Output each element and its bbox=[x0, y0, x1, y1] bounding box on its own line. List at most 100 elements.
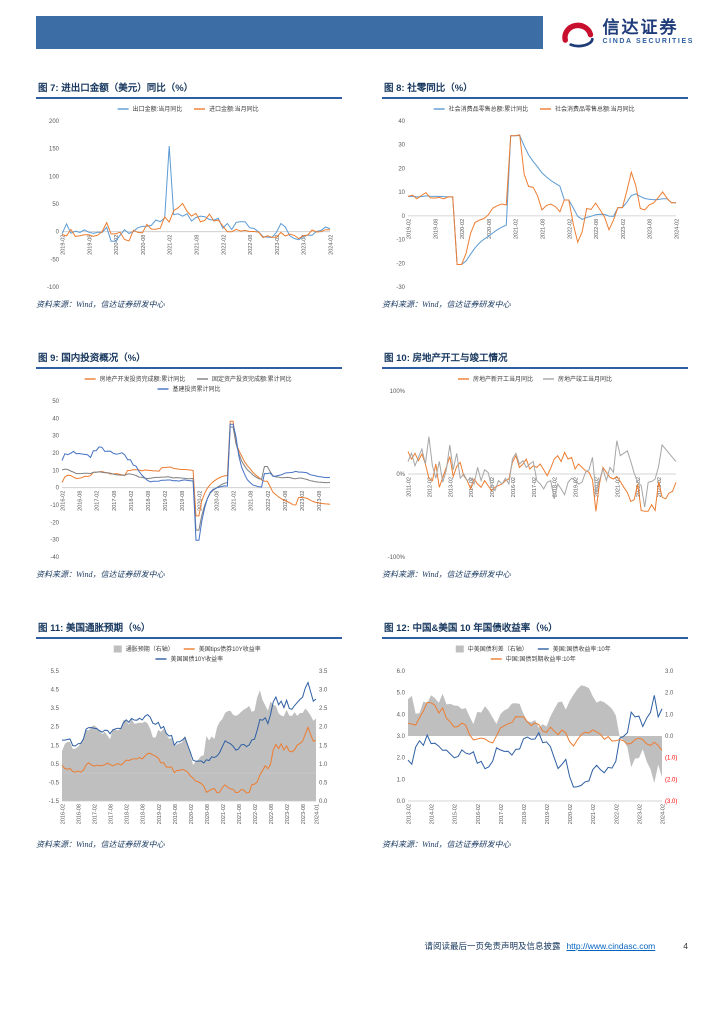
page-number: 4 bbox=[683, 941, 688, 951]
svg-text:通胀预期（右轴）: 通胀预期（右轴） bbox=[126, 645, 174, 653]
svg-text:2021-02: 2021-02 bbox=[615, 477, 621, 497]
svg-text:2023-02: 2023-02 bbox=[275, 235, 281, 255]
charts-grid: 图 7: 进出口金额（美元）同比（%） -100 -50 0 50 100 150 200 2… bbox=[0, 50, 724, 850]
svg-text:-20: -20 bbox=[50, 520, 59, 526]
svg-text:2012-02: 2012-02 bbox=[427, 477, 433, 497]
source-note: 资料来源：Wind，信达证券研发中心 bbox=[382, 840, 511, 849]
svg-text:2018-02: 2018-02 bbox=[522, 804, 528, 824]
svg-text:-30: -30 bbox=[396, 285, 405, 291]
svg-text:中国:国债到期收益率:10年: 中国:国债到期收益率:10年 bbox=[506, 655, 576, 663]
svg-text:2016-02: 2016-02 bbox=[476, 804, 482, 824]
svg-text:3.0: 3.0 bbox=[665, 669, 674, 675]
chart-canvas: -1.5 -0.5 0.5 1.5 2.5 3.5 4.5 5.5 0.0 0.5 1.0 1.5 2.… bbox=[36, 641, 342, 837]
svg-text:2017-02: 2017-02 bbox=[532, 477, 538, 497]
svg-text:2023-02: 2023-02 bbox=[621, 219, 627, 239]
chart-block-9: 图 9: 国内投资概况（%） -40 -30 -20 -10 0 10 20 30 40 50 20… bbox=[36, 350, 342, 580]
svg-text:社会消费品零售总额:当月同比: 社会消费品零售总额:当月同比 bbox=[555, 105, 635, 113]
svg-text:-100: -100 bbox=[47, 285, 60, 291]
svg-text:2015-02: 2015-02 bbox=[453, 804, 459, 824]
svg-text:2024-02: 2024-02 bbox=[661, 804, 667, 824]
svg-text:5.0: 5.0 bbox=[397, 691, 406, 697]
svg-text:1.5: 1.5 bbox=[319, 743, 328, 749]
footer-link[interactable]: http://www.cindasc.com bbox=[566, 941, 656, 951]
svg-text:2018-08: 2018-08 bbox=[146, 491, 152, 511]
svg-text:-0.5: -0.5 bbox=[49, 780, 60, 786]
svg-text:2022-08: 2022-08 bbox=[594, 219, 600, 239]
svg-text:2019-02: 2019-02 bbox=[157, 804, 163, 824]
source-note: 资料来源：Wind，信达证券研发中心 bbox=[36, 570, 165, 579]
svg-text:2016-02: 2016-02 bbox=[61, 804, 67, 824]
svg-text:2.5: 2.5 bbox=[51, 725, 60, 731]
svg-text:0: 0 bbox=[402, 214, 406, 220]
svg-text:房地产开发投资完成额:累计同比: 房地产开发投资完成额:累计同比 bbox=[100, 375, 186, 383]
svg-text:2014-02: 2014-02 bbox=[430, 804, 436, 824]
svg-text:2023-08: 2023-08 bbox=[648, 219, 654, 239]
svg-text:2017-08: 2017-08 bbox=[109, 804, 115, 824]
svg-text:100: 100 bbox=[49, 174, 60, 180]
svg-text:社会消费品零售总额:累计同比: 社会消费品零售总额:累计同比 bbox=[449, 105, 529, 113]
svg-text:2016-08: 2016-08 bbox=[77, 804, 83, 824]
svg-text:2024-02: 2024-02 bbox=[675, 219, 681, 239]
svg-text:1.0: 1.0 bbox=[397, 777, 406, 783]
chart-title: 图 7: 进出口金额（美元）同比（%） bbox=[36, 80, 342, 99]
svg-text:2015-02: 2015-02 bbox=[490, 477, 496, 497]
svg-text:2019-02: 2019-02 bbox=[163, 491, 169, 511]
chart-canvas: -100 -50 0 50 100 150 200 2019-02 2019-08 2020-02… bbox=[36, 101, 342, 297]
svg-text:-20: -20 bbox=[396, 261, 405, 267]
svg-text:2017-02: 2017-02 bbox=[499, 804, 505, 824]
svg-text:-40: -40 bbox=[50, 555, 59, 561]
svg-text:-30: -30 bbox=[50, 538, 59, 544]
svg-text:-1.5: -1.5 bbox=[49, 799, 60, 805]
source-note: 资料来源：Wind，信达证券研发中心 bbox=[382, 300, 511, 309]
svg-text:(1.0): (1.0) bbox=[665, 756, 677, 762]
svg-text:30: 30 bbox=[398, 143, 405, 149]
chart-canvas: -30 -20 -10 0 10 20 30 40 2019-02 2019-08 2020-02 2… bbox=[382, 101, 688, 297]
chart-block-11: 图 11: 美国通胀预期（%） -1.5 -0.5 0.5 1.5 2.5 3.5 4.5 5… bbox=[36, 620, 342, 850]
svg-text:2022-08: 2022-08 bbox=[269, 804, 275, 824]
source-note: 资料来源：Wind，信达证券研发中心 bbox=[36, 840, 165, 849]
svg-text:2013-02: 2013-02 bbox=[448, 477, 454, 497]
svg-text:固定资产投资完成额:累计同比: 固定资产投资完成额:累计同比 bbox=[212, 375, 292, 383]
chart-block-10: 图 10: 房地产开工与竣工情况 -100% 0% 100% 2011-02 2012-… bbox=[382, 350, 688, 580]
svg-text:中美国债利差（右轴）: 中美国债利差（右轴） bbox=[468, 645, 528, 653]
svg-text:2.0: 2.0 bbox=[319, 725, 328, 731]
chart-block-7: 图 7: 进出口金额（美元）同比（%） -100 -50 0 50 100 150 200 2… bbox=[36, 80, 342, 310]
logo-en-text: CINDA SECURITIES bbox=[602, 37, 694, 45]
svg-text:2021-08: 2021-08 bbox=[237, 804, 243, 824]
svg-text:5.5: 5.5 bbox=[51, 669, 60, 675]
chart-block-12: 图 12: 中国&美国 10 年国债收益率（%） 0.0 1.0 2.0 3.0 4.0… bbox=[382, 620, 688, 850]
svg-text:2020-02: 2020-02 bbox=[189, 804, 195, 824]
svg-text:2019-02: 2019-02 bbox=[574, 477, 580, 497]
svg-text:30: 30 bbox=[52, 434, 59, 440]
svg-text:-100%: -100% bbox=[388, 555, 406, 561]
svg-text:2017-08: 2017-08 bbox=[112, 491, 118, 511]
svg-text:-10: -10 bbox=[50, 503, 59, 509]
svg-text:2.0: 2.0 bbox=[397, 756, 406, 762]
svg-text:2014-02: 2014-02 bbox=[469, 477, 475, 497]
svg-text:2019-02: 2019-02 bbox=[545, 804, 551, 824]
svg-text:2018-02: 2018-02 bbox=[553, 477, 559, 497]
logo-swoosh-icon bbox=[561, 22, 594, 48]
svg-text:2021-02: 2021-02 bbox=[591, 804, 597, 824]
svg-text:150: 150 bbox=[49, 147, 60, 153]
chart-title: 图 10: 房地产开工与竣工情况 bbox=[382, 350, 688, 369]
svg-text:2023-02: 2023-02 bbox=[300, 491, 306, 511]
svg-text:美国国债10Y收益率: 美国国债10Y收益率 bbox=[170, 655, 223, 663]
chart-canvas: -40 -30 -20 -10 0 10 20 30 40 50 2016-02 2016-08 201… bbox=[36, 371, 342, 567]
svg-text:2016-08: 2016-08 bbox=[78, 491, 84, 511]
svg-text:40: 40 bbox=[52, 416, 59, 422]
svg-text:0.0: 0.0 bbox=[665, 734, 674, 740]
svg-text:0.5: 0.5 bbox=[51, 762, 60, 768]
svg-text:2017-02: 2017-02 bbox=[93, 804, 99, 824]
svg-text:10: 10 bbox=[398, 190, 405, 196]
svg-text:50: 50 bbox=[52, 399, 59, 405]
svg-text:2022-08: 2022-08 bbox=[248, 235, 254, 255]
svg-text:进口金额:当月同比: 进口金额:当月同比 bbox=[209, 105, 259, 113]
svg-text:2021-08: 2021-08 bbox=[195, 235, 201, 255]
svg-text:2022-02: 2022-02 bbox=[614, 804, 620, 824]
svg-text:0: 0 bbox=[56, 486, 60, 492]
svg-text:2017-02: 2017-02 bbox=[95, 491, 101, 511]
svg-text:-50: -50 bbox=[50, 257, 59, 263]
svg-text:(3.0): (3.0) bbox=[665, 799, 677, 805]
